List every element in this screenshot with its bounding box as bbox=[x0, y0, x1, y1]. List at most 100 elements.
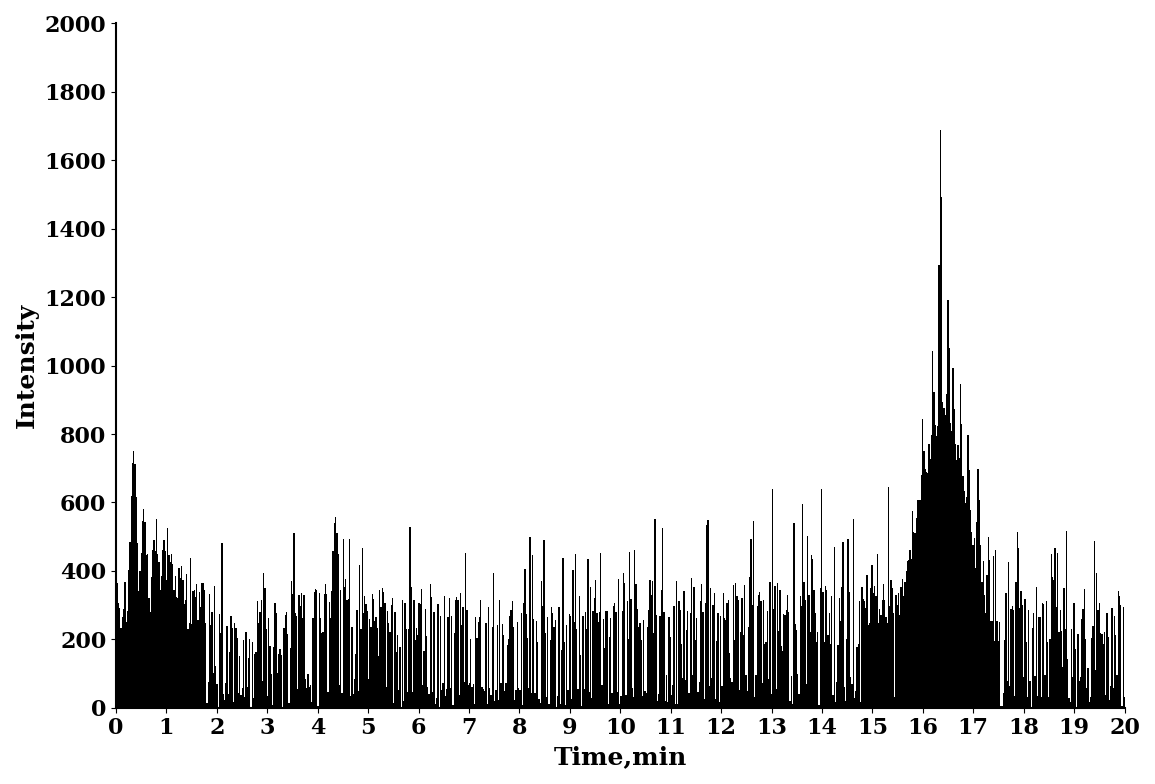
Bar bbox=[424, 651, 425, 708]
Bar bbox=[700, 601, 701, 708]
Bar bbox=[239, 655, 240, 708]
Bar bbox=[438, 604, 439, 708]
Bar bbox=[757, 606, 758, 708]
Bar bbox=[1027, 696, 1028, 708]
Bar bbox=[808, 595, 810, 708]
Bar bbox=[129, 542, 131, 708]
Bar bbox=[739, 691, 740, 708]
Bar bbox=[884, 600, 886, 708]
Bar bbox=[345, 579, 346, 708]
Bar bbox=[231, 628, 233, 708]
Bar bbox=[901, 586, 902, 708]
Bar bbox=[185, 601, 186, 708]
Bar bbox=[691, 578, 692, 708]
Bar bbox=[353, 680, 356, 708]
Bar bbox=[373, 599, 374, 708]
Bar bbox=[120, 628, 121, 708]
Bar bbox=[662, 528, 663, 708]
Bar bbox=[133, 451, 134, 708]
Bar bbox=[430, 584, 431, 708]
Bar bbox=[772, 488, 773, 708]
Bar bbox=[709, 686, 710, 708]
Bar bbox=[270, 674, 271, 708]
Bar bbox=[360, 629, 362, 708]
Bar bbox=[857, 644, 859, 708]
Bar bbox=[738, 601, 739, 708]
Bar bbox=[284, 615, 285, 708]
Bar bbox=[511, 610, 512, 708]
Bar bbox=[923, 451, 924, 708]
Bar bbox=[475, 617, 476, 708]
Bar bbox=[173, 590, 174, 708]
Bar bbox=[1065, 629, 1066, 708]
Bar bbox=[863, 599, 864, 708]
Bar bbox=[896, 605, 899, 708]
Bar bbox=[547, 617, 549, 708]
Bar bbox=[813, 590, 814, 708]
Bar bbox=[404, 603, 405, 708]
Bar bbox=[714, 593, 715, 708]
Bar bbox=[425, 609, 426, 708]
Bar bbox=[718, 702, 720, 708]
Bar bbox=[158, 561, 159, 708]
Bar bbox=[191, 624, 193, 708]
Bar bbox=[127, 611, 128, 708]
Bar bbox=[698, 691, 699, 708]
Bar bbox=[364, 596, 365, 708]
Bar bbox=[434, 703, 437, 708]
Bar bbox=[530, 693, 532, 708]
Bar bbox=[951, 431, 952, 708]
Bar bbox=[802, 504, 804, 708]
Bar bbox=[415, 641, 416, 708]
Bar bbox=[501, 623, 502, 708]
Bar bbox=[760, 601, 761, 708]
Bar bbox=[620, 696, 621, 708]
Bar bbox=[886, 617, 887, 708]
Bar bbox=[283, 629, 284, 708]
Bar bbox=[181, 566, 182, 708]
Bar bbox=[374, 621, 375, 708]
Bar bbox=[1112, 688, 1113, 708]
Bar bbox=[785, 610, 787, 708]
Bar bbox=[224, 700, 225, 708]
Bar bbox=[541, 581, 542, 708]
Bar bbox=[155, 551, 156, 708]
Bar bbox=[875, 596, 877, 708]
Bar bbox=[214, 586, 215, 708]
Bar bbox=[983, 561, 984, 708]
Bar bbox=[818, 632, 819, 708]
Bar bbox=[1012, 607, 1013, 708]
Bar bbox=[1097, 610, 1098, 708]
Bar bbox=[154, 540, 155, 708]
Bar bbox=[604, 648, 605, 708]
Bar bbox=[707, 520, 709, 708]
Bar bbox=[1086, 688, 1087, 708]
Bar bbox=[1053, 580, 1055, 708]
Bar bbox=[216, 684, 217, 708]
Bar bbox=[128, 570, 129, 708]
Bar bbox=[610, 618, 611, 708]
Bar bbox=[1122, 706, 1123, 708]
Bar bbox=[690, 613, 691, 708]
Bar bbox=[632, 688, 633, 708]
Bar bbox=[854, 698, 855, 708]
Bar bbox=[811, 555, 812, 708]
Bar bbox=[587, 630, 588, 708]
Bar bbox=[268, 619, 269, 708]
Bar bbox=[619, 704, 620, 708]
Bar bbox=[465, 554, 467, 708]
Bar bbox=[753, 521, 754, 708]
Bar bbox=[695, 640, 696, 708]
Bar bbox=[777, 583, 778, 708]
Bar bbox=[500, 684, 501, 708]
Bar bbox=[1040, 617, 1041, 708]
Bar bbox=[483, 689, 484, 708]
Bar bbox=[921, 475, 922, 708]
Bar bbox=[821, 489, 822, 708]
Bar bbox=[910, 558, 912, 708]
Bar bbox=[942, 402, 944, 708]
Bar bbox=[202, 583, 203, 708]
Bar bbox=[1113, 616, 1115, 708]
Bar bbox=[1008, 562, 1009, 708]
Bar bbox=[469, 684, 470, 708]
